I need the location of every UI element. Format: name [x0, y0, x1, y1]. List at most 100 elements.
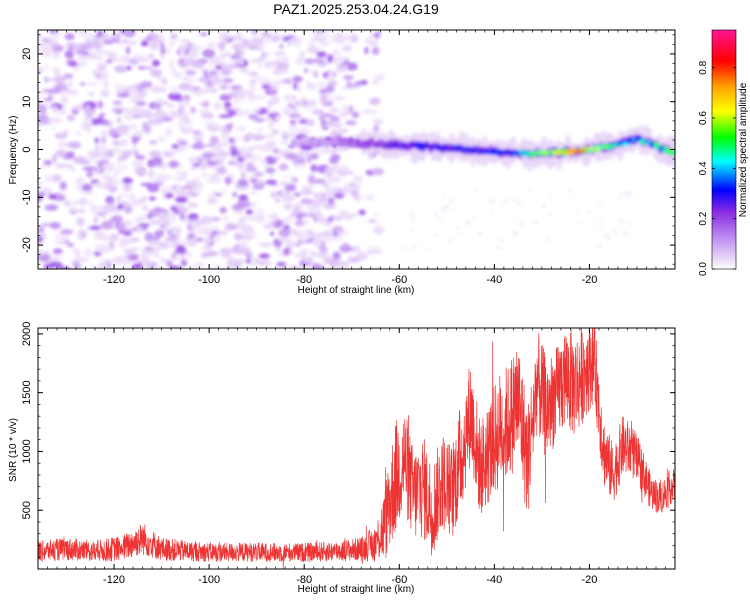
noise-blob — [240, 235, 254, 240]
noise-blob — [541, 203, 547, 208]
noise-blob — [351, 111, 360, 119]
noise-blob — [45, 175, 51, 183]
noise-blob — [123, 232, 132, 236]
noise-blob — [66, 114, 76, 122]
noise-blob — [261, 159, 267, 166]
noise-blob — [127, 84, 136, 89]
noise-blob — [66, 42, 76, 48]
noise-blob — [224, 176, 232, 185]
noise-blob — [285, 203, 290, 211]
noise-blob — [322, 204, 337, 209]
noise-blob — [258, 253, 270, 259]
noise-blob — [48, 88, 61, 94]
noise-blob — [137, 66, 145, 70]
x-tick-label: -60 — [391, 274, 407, 286]
noise-blob — [49, 78, 57, 82]
noise-blob — [369, 110, 379, 115]
noise-blob — [363, 37, 374, 43]
noise-blob — [628, 191, 632, 196]
noise-blob — [221, 188, 229, 192]
noise-blob — [162, 150, 176, 158]
noise-blob — [288, 249, 294, 255]
noise-blob — [60, 229, 74, 235]
noise-blob — [348, 255, 353, 262]
noise-blob — [41, 54, 54, 58]
noise-blob — [465, 220, 471, 225]
noise-blob — [330, 154, 341, 161]
signal-hotspot — [535, 151, 542, 155]
noise-blob — [250, 37, 264, 46]
noise-blob — [107, 58, 112, 64]
noise-blob — [195, 219, 207, 226]
noise-blob — [333, 127, 344, 133]
noise-blob — [158, 241, 170, 249]
noise-blob — [623, 231, 629, 236]
noise-blob — [502, 199, 508, 203]
noise-blob — [248, 114, 258, 120]
noise-blob — [215, 143, 223, 153]
noise-blob — [308, 174, 315, 181]
noise-blob — [233, 209, 245, 214]
noise-blob — [38, 41, 52, 50]
noise-blob — [355, 251, 368, 261]
noise-blob — [292, 265, 303, 269]
noise-blob — [457, 225, 460, 230]
noise-blob — [249, 71, 259, 77]
noise-blob — [372, 79, 379, 86]
snr-x-axis-label: Height of straight line (km) — [298, 584, 415, 595]
noise-blob — [116, 117, 121, 123]
noise-blob — [43, 89, 49, 93]
noise-blob — [628, 222, 631, 225]
noise-blob — [38, 67, 44, 74]
noise-blob — [325, 85, 335, 93]
noise-blob — [113, 142, 122, 146]
noise-blob — [276, 262, 287, 267]
noise-blob — [130, 106, 142, 115]
noise-blob — [204, 250, 219, 257]
noise-blob — [253, 172, 264, 177]
noise-blob — [333, 215, 343, 221]
noise-blob — [231, 91, 240, 96]
noise-blob — [219, 206, 227, 214]
noise-blob — [307, 155, 312, 164]
noise-blob — [316, 217, 327, 224]
noise-blob — [103, 208, 114, 213]
noise-blob — [78, 220, 83, 228]
noise-blob — [190, 264, 202, 269]
noise-blob — [169, 60, 174, 68]
noise-blob — [217, 41, 226, 51]
noise-blob — [239, 169, 247, 175]
noise-blob — [168, 92, 182, 101]
noise-blob — [232, 191, 238, 198]
noise-blob — [176, 261, 181, 267]
noise-blob — [180, 253, 185, 260]
noise-blob — [326, 258, 341, 265]
noise-blob — [208, 74, 220, 83]
noise-blob — [348, 105, 354, 114]
spectrogram-y-ticks: -20 -10 0 10 20 — [21, 34, 675, 265]
noise-blob — [98, 72, 110, 79]
noise-blob — [168, 40, 175, 47]
noise-blob — [162, 221, 171, 226]
noise-blob — [89, 264, 95, 269]
noise-blob — [287, 39, 293, 47]
noise-blob — [76, 48, 87, 55]
noise-blob — [345, 83, 360, 88]
snr-y-axis-label: SNR (10 * v/v) — [8, 418, 19, 482]
noise-blob — [58, 132, 64, 138]
noise-blob — [291, 176, 299, 183]
noise-blob — [238, 154, 250, 158]
y-tick-label: 2000 — [21, 322, 33, 346]
x-tick-label: -100 — [198, 274, 220, 286]
noise-blob — [109, 39, 121, 43]
noise-blob — [353, 211, 359, 217]
noise-blob — [245, 209, 254, 215]
noise-blob — [246, 71, 252, 75]
snr-frame — [37, 327, 676, 570]
noise-blob — [52, 248, 63, 254]
noise-blob — [207, 193, 217, 197]
noise-blob — [248, 96, 256, 102]
noise-blob — [265, 167, 276, 174]
noise-blob — [67, 141, 82, 149]
noise-blob — [312, 58, 325, 63]
